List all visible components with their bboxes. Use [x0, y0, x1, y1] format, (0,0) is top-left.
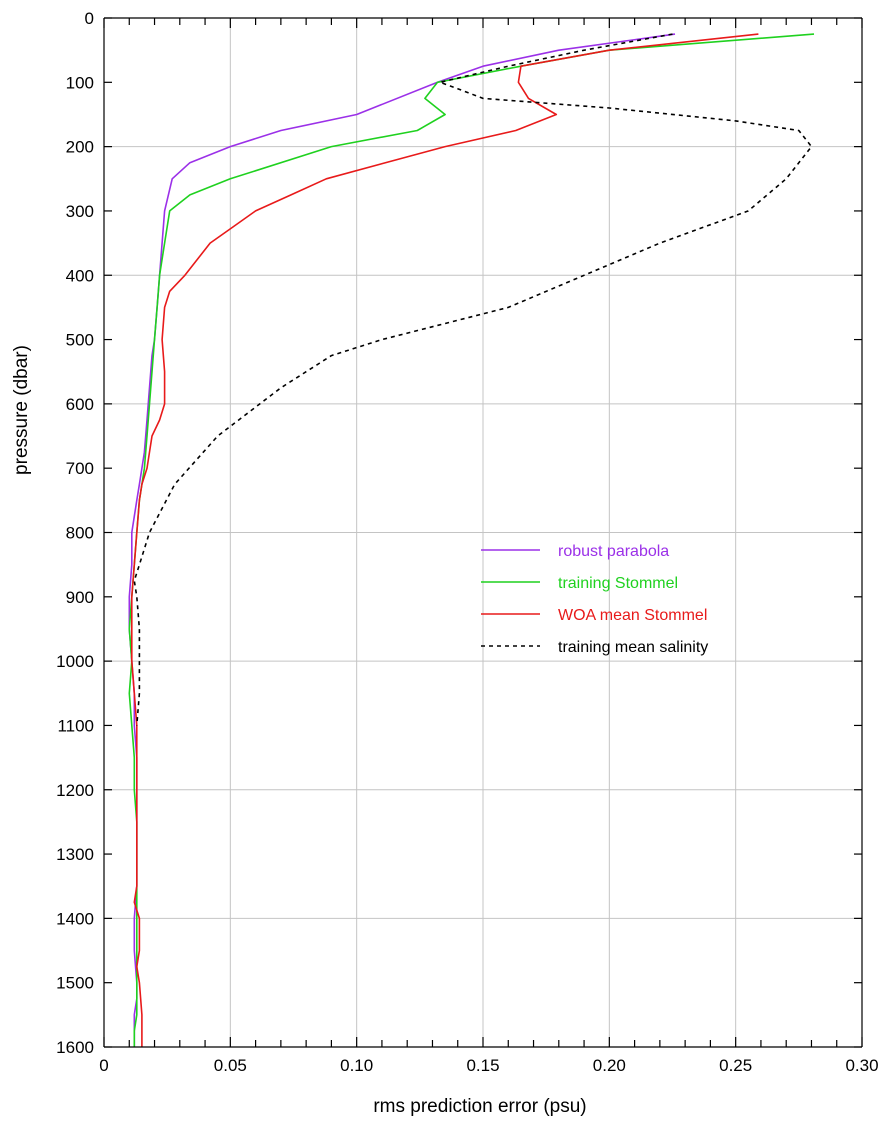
y-tick-label: 300: [66, 202, 94, 221]
legend-label: robust parabola: [558, 543, 669, 560]
y-tick-label: 1100: [57, 716, 94, 735]
y-tick-label: 1400: [56, 909, 94, 928]
y-tick-label: 1000: [56, 652, 94, 671]
y-tick-label: 700: [66, 459, 94, 478]
x-tick-label: 0: [99, 1056, 108, 1075]
y-tick-label: 400: [66, 266, 94, 285]
x-tick-label: 0.25: [719, 1056, 752, 1075]
x-axis-title: rms prediction error (psu): [373, 1096, 586, 1117]
x-tick-label: 0.10: [340, 1056, 373, 1075]
tick-marks: [103, 17, 863, 1048]
y-tick-label: 1500: [56, 974, 94, 993]
y-tick-label: 1600: [56, 1038, 94, 1057]
y-axis-title: pressure (dbar): [11, 345, 32, 475]
series-line-training-mean-salinity: [133, 33, 813, 726]
series-layer: [128, 33, 815, 1047]
x-tick-label: 0.15: [466, 1056, 499, 1075]
legend: robust parabola training Stommel WOA mean …: [481, 543, 708, 656]
y-tick-label: 600: [66, 395, 94, 414]
x-tick-label: 0.20: [593, 1056, 626, 1075]
y-tick-label: 900: [66, 588, 94, 607]
y-tick-label: 1300: [56, 845, 94, 864]
y-tick-label: 0: [85, 9, 94, 28]
x-tick-label: 0.05: [214, 1056, 247, 1075]
y-tick-label: 200: [66, 138, 94, 157]
y-tick-label: 1200: [56, 781, 94, 800]
legend-label: training mean salinity: [558, 639, 708, 656]
series-line-woa-mean-stommel: [131, 33, 759, 1047]
y-tick-label: 800: [66, 524, 94, 543]
y-tick-label: 100: [66, 73, 94, 92]
legend-label: WOA mean Stommel: [558, 607, 707, 624]
tick-labels: 0 0.05 0.10 0.15 0.20 0.25 0.30 0 100 200 300 400 50…: [56, 9, 878, 1075]
series-line-training-stommel: [128, 33, 815, 1047]
legend-label: training Stommel: [558, 575, 678, 592]
x-tick-label: 0.30: [845, 1056, 878, 1075]
y-tick-label: 500: [66, 331, 94, 350]
grid-lines: [104, 18, 862, 1047]
